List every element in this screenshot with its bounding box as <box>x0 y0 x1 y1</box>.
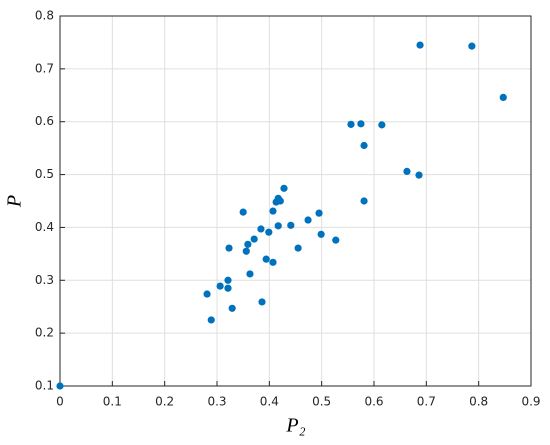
point <box>360 141 368 150</box>
point <box>257 225 265 233</box>
point <box>239 208 247 216</box>
x-tick-label: 0.3 <box>207 395 226 409</box>
point <box>262 255 270 263</box>
y-tick-label: 0.7 <box>35 61 54 75</box>
y-tick-label: 0.3 <box>35 273 54 287</box>
point <box>276 197 284 205</box>
point <box>360 197 368 205</box>
x-tick-label: 0.2 <box>155 395 174 409</box>
y-tick-label: 0.2 <box>35 326 54 340</box>
point <box>317 230 325 238</box>
point <box>416 41 424 49</box>
x-tick-label: 0.8 <box>469 395 488 409</box>
point <box>203 290 211 298</box>
point <box>224 276 232 284</box>
point <box>499 93 507 101</box>
point <box>246 270 254 278</box>
x-tick-label: 0.1 <box>103 395 122 409</box>
point <box>378 121 386 129</box>
plot-area <box>60 16 531 386</box>
point <box>242 247 250 255</box>
point <box>294 244 302 252</box>
point <box>269 258 277 266</box>
point <box>216 282 224 290</box>
point <box>250 235 258 243</box>
point <box>468 42 476 50</box>
x-tick-label: 0.9 <box>521 395 540 409</box>
y-axis-label: P <box>4 195 26 208</box>
point <box>258 298 266 306</box>
point <box>315 209 323 217</box>
point <box>287 221 295 229</box>
x-tick-label: 0.6 <box>364 395 383 409</box>
x-tick-label: 0.4 <box>260 395 279 409</box>
point <box>357 120 365 128</box>
point <box>403 167 411 175</box>
y-tick-label: 0.6 <box>35 114 54 128</box>
point <box>207 316 215 324</box>
point <box>304 216 312 224</box>
x-axis-label: P₂ <box>285 415 305 437</box>
point <box>265 228 273 236</box>
point <box>415 171 423 179</box>
point <box>347 120 355 128</box>
point <box>280 184 288 192</box>
point <box>56 382 64 390</box>
x-tick-label: 0.5 <box>312 395 331 409</box>
axes-box <box>59 15 532 387</box>
point <box>332 236 340 244</box>
y-tick-label: 0.4 <box>35 220 54 234</box>
point <box>269 207 277 215</box>
y-tick-label: 0.1 <box>35 379 54 393</box>
point <box>274 222 282 230</box>
x-tick-label: 0.7 <box>417 395 436 409</box>
y-tick-label: 0.8 <box>35 9 54 23</box>
y-tick-label: 0.5 <box>35 167 54 181</box>
point <box>244 240 252 248</box>
point <box>228 304 236 312</box>
point <box>225 244 233 252</box>
point <box>224 284 232 292</box>
x-tick-label: 0 <box>56 395 64 409</box>
